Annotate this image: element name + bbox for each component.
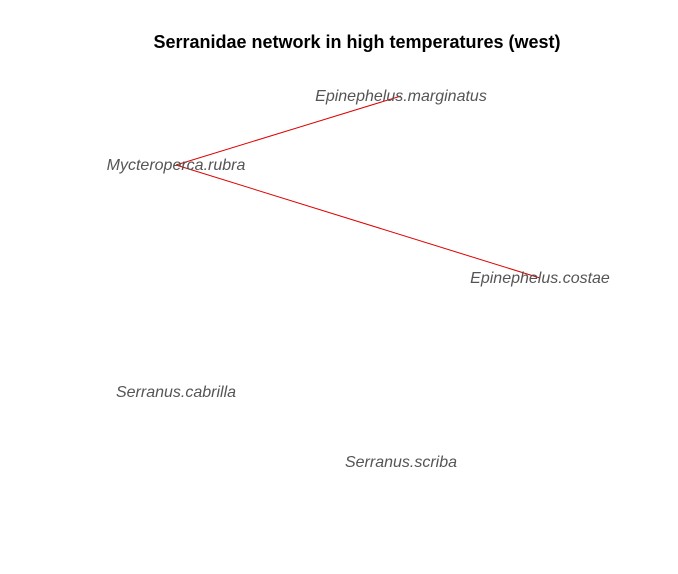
node-layer: Epinephelus.marginatus Mycteroperca.rubra… xyxy=(107,88,610,471)
edge-mycteroperca-rubra-to-epinephelus-costae xyxy=(175,164,541,279)
edge-mycteroperca-rubra-to-epinephelus-marginatus xyxy=(175,95,402,166)
chart-title: Serranidae network in high temperatures … xyxy=(153,32,560,52)
node-label-epinephelus-costae: Epinephelus.costae xyxy=(470,270,610,287)
node-label-serranus-cabrilla: Serranus.cabrilla xyxy=(116,384,236,401)
node-label-mycteroperca-rubra: Mycteroperca.rubra xyxy=(107,157,246,174)
edge-layer xyxy=(175,95,541,279)
node-label-serranus-scriba: Serranus.scriba xyxy=(345,454,457,471)
node-label-epinephelus-marginatus: Epinephelus.marginatus xyxy=(315,88,487,105)
